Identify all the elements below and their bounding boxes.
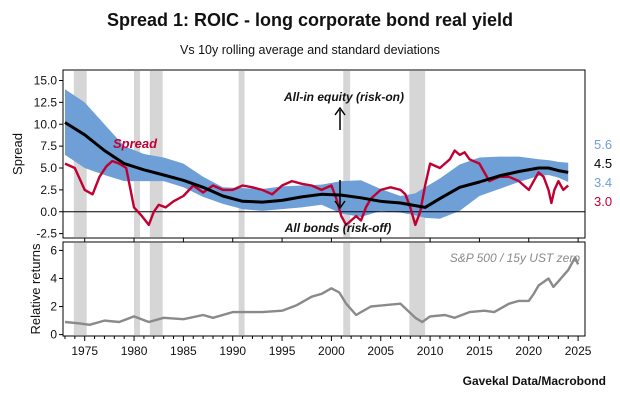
end-label-lower: 3.4 — [594, 175, 612, 190]
chart-subtitle: Vs 10y rolling average and standard devi… — [180, 43, 440, 57]
rolling-average-line — [64, 121, 569, 209]
bottom-series-lines — [64, 256, 580, 326]
top-y-tick-label: 2.5 — [40, 183, 57, 197]
end-label-upper: 5.6 — [594, 137, 612, 152]
top-y-tick-label: 5.0 — [40, 161, 57, 175]
bottom-y-tick-label: 2 — [50, 300, 57, 314]
x-tick-label: 1975 — [71, 344, 98, 358]
top-x-ticks — [84, 238, 579, 242]
relative-returns-line — [64, 256, 580, 326]
top-panel: 15.0 12.5 10.0 7.5 5.0 2.5 0.0 -2.5 Spread Spre… — [10, 69, 612, 242]
down-arrow — [334, 180, 346, 210]
bonds-annotation: All bonds (risk-off) — [284, 221, 391, 235]
x-tick-label: 2000 — [318, 344, 345, 358]
top-y-tick-label: -2.5 — [36, 227, 57, 241]
x-tick-label: 2005 — [367, 344, 394, 358]
chart-title: Spread 1: ROIC - long corporate bond rea… — [107, 10, 513, 30]
bottom-y-tick-label: 4 — [50, 271, 57, 285]
top-y-axis-label: Spread — [10, 133, 25, 175]
x-tick-label: 1980 — [121, 344, 148, 358]
x-tick-label: 1985 — [170, 344, 197, 358]
bottom-y-axis-label: Relative returns — [28, 243, 43, 335]
top-series-lines — [64, 121, 570, 227]
bottom-recession-bands — [73, 243, 426, 335]
recession-band-bottom-0 — [73, 243, 87, 335]
x-tick-label: 2010 — [417, 344, 444, 358]
bottom-x-axis: 1975 1980 1985 1990 1995 2000 2005 2010 2015 2020… — [64, 336, 592, 358]
top-y-tick-label: 0.0 — [40, 205, 57, 219]
up-arrow — [334, 106, 346, 130]
source-label: Gavekal Data/Macrobond — [463, 374, 606, 388]
recession-band-bottom-3 — [238, 243, 245, 335]
relative-returns-series-label: S&P 500 / 15y UST zero — [450, 251, 581, 265]
recession-band-bottom-4 — [343, 243, 351, 335]
top-y-tick-label: 10.0 — [34, 117, 58, 131]
spread-annotation: Spread — [113, 136, 158, 151]
x-tick-label: 2025 — [565, 344, 592, 358]
top-y-tick-label: 12.5 — [34, 95, 58, 109]
bottom-panel: 6 4 2 0 1975 1980 1985 1990 1995 2000 2005 2010 201… — [28, 241, 592, 358]
bottom-y-axis: 6 4 2 0 — [50, 243, 63, 342]
bottom-y-tick-label: 0 — [50, 328, 57, 342]
x-tick-label: 2020 — [515, 344, 542, 358]
recession-band-top-2 — [149, 71, 163, 237]
recession-band-bottom-1 — [134, 243, 140, 335]
top-y-axis: 15.0 12.5 10.0 7.5 5.0 2.5 0.0 -2.5 — [34, 74, 63, 241]
recession-band-top-4 — [343, 71, 351, 237]
x-tick-label: 1995 — [269, 344, 296, 358]
end-label-average: 4.5 — [594, 156, 612, 171]
recession-band-bottom-5 — [409, 243, 426, 335]
top-y-tick-label: 7.5 — [40, 139, 57, 153]
spread-line — [64, 149, 570, 227]
recession-band-top-3 — [238, 71, 245, 237]
equity-annotation: All-in equity (risk-on) — [283, 90, 404, 104]
x-tick-label: 2015 — [466, 344, 493, 358]
recession-band-bottom-2 — [149, 243, 163, 335]
end-label-spread: 3.0 — [594, 194, 612, 209]
x-tick-label: 1990 — [219, 344, 246, 358]
bottom-y-tick-label: 6 — [50, 243, 57, 257]
top-y-tick-label: 15.0 — [34, 74, 58, 88]
